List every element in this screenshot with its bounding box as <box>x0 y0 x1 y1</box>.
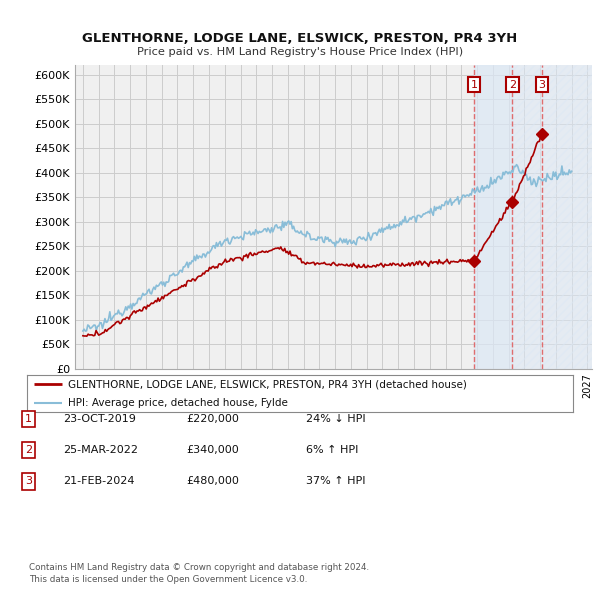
Text: HPI: Average price, detached house, Fylde: HPI: Average price, detached house, Fyld… <box>68 398 288 408</box>
Bar <box>512 65 592 369</box>
Text: 37% ↑ HPI: 37% ↑ HPI <box>306 477 365 486</box>
Text: 21-FEB-2024: 21-FEB-2024 <box>63 477 134 486</box>
Text: 1: 1 <box>25 414 32 424</box>
Text: £220,000: £220,000 <box>186 414 239 424</box>
Text: 3: 3 <box>539 80 545 90</box>
Text: GLENTHORNE, LODGE LANE, ELSWICK, PRESTON, PR4 3YH (detached house): GLENTHORNE, LODGE LANE, ELSWICK, PRESTON… <box>68 379 467 389</box>
Bar <box>474 65 512 369</box>
Text: GLENTHORNE, LODGE LANE, ELSWICK, PRESTON, PR4 3YH: GLENTHORNE, LODGE LANE, ELSWICK, PRESTON… <box>82 32 518 45</box>
Text: 2: 2 <box>509 80 516 90</box>
Text: £480,000: £480,000 <box>186 477 239 486</box>
Text: 6% ↑ HPI: 6% ↑ HPI <box>306 445 358 455</box>
Text: 23-OCT-2019: 23-OCT-2019 <box>63 414 136 424</box>
Text: Contains HM Land Registry data © Crown copyright and database right 2024.
This d: Contains HM Land Registry data © Crown c… <box>29 563 369 584</box>
Text: 25-MAR-2022: 25-MAR-2022 <box>63 445 138 455</box>
Text: Price paid vs. HM Land Registry's House Price Index (HPI): Price paid vs. HM Land Registry's House … <box>137 47 463 57</box>
Text: 24% ↓ HPI: 24% ↓ HPI <box>306 414 365 424</box>
Text: 2: 2 <box>25 445 32 455</box>
Text: 1: 1 <box>470 80 478 90</box>
Text: £340,000: £340,000 <box>186 445 239 455</box>
Text: 3: 3 <box>25 477 32 486</box>
